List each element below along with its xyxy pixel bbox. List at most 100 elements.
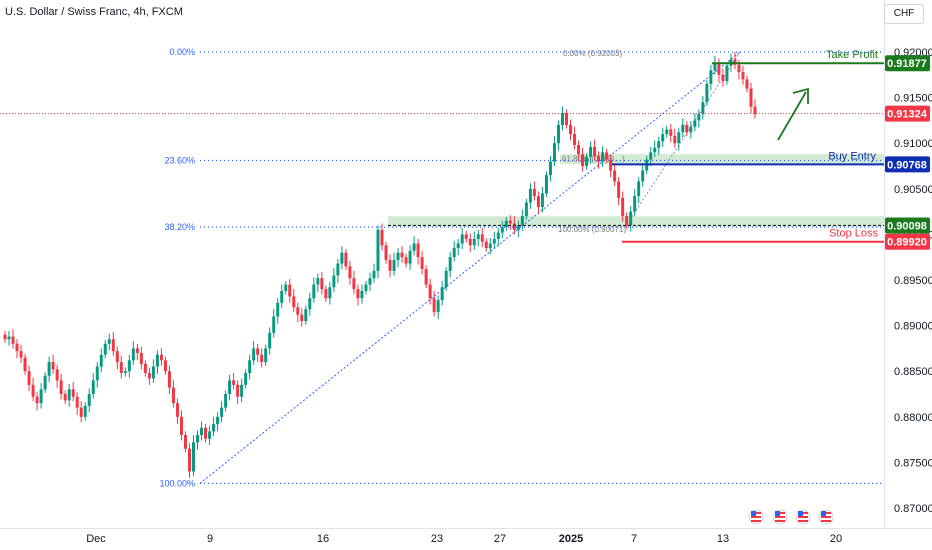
- candle-body: [641, 170, 645, 182]
- candle: [593, 139, 597, 161]
- price-tag-zone: 0.90098: [885, 217, 930, 234]
- candle-body: [532, 188, 536, 197]
- candle-body: [464, 234, 468, 239]
- candle-body: [167, 371, 171, 388]
- candle-body: [360, 290, 364, 299]
- flag-stripe: [775, 520, 785, 522]
- candle: [320, 271, 324, 295]
- candle-body: [179, 416, 183, 436]
- flag-stripe: [821, 520, 831, 522]
- flag-stripe: [751, 516, 761, 518]
- candle: [348, 260, 352, 285]
- y-tick-label: 0.87000: [894, 503, 932, 515]
- candle-body: [264, 348, 268, 363]
- candle: [63, 390, 67, 405]
- fib-pct-label: 38.20%: [164, 222, 195, 232]
- candle: [340, 246, 344, 270]
- candle: [35, 392, 39, 411]
- candle-body: [79, 407, 83, 417]
- candle: [47, 356, 51, 383]
- candle-body: [573, 134, 577, 146]
- candle: [452, 240, 456, 262]
- candle-body: [697, 114, 701, 121]
- candle-body: [657, 141, 661, 148]
- candle-body: [83, 405, 87, 417]
- candle-body: [488, 243, 492, 249]
- candle-body: [296, 307, 300, 315]
- candle-body: [131, 348, 135, 361]
- candle: [212, 416, 216, 436]
- candle: [248, 354, 252, 380]
- candle: [131, 341, 135, 365]
- candle: [192, 435, 196, 477]
- candle: [444, 267, 448, 291]
- candle-body: [496, 232, 500, 239]
- x-tick-label: 16: [317, 533, 329, 545]
- candle: [492, 231, 496, 249]
- time-axis-line: [0, 528, 932, 529]
- candle: [641, 164, 645, 187]
- currency-button[interactable]: CHF: [884, 4, 924, 24]
- candle-body: [368, 278, 372, 285]
- y-tick-label: 0.89000: [894, 321, 932, 333]
- time-axis: Dec 9 16 23 27 2025 7 13 20: [86, 533, 842, 545]
- candle: [436, 295, 440, 320]
- candle-body: [292, 296, 296, 308]
- candle: [749, 83, 753, 114]
- price-tag-value: 0.91877: [887, 58, 927, 70]
- candle: [147, 367, 151, 385]
- candle-body: [376, 229, 380, 271]
- fib-inner-label: 0.00% (0.92003): [563, 49, 622, 58]
- candle: [581, 147, 585, 172]
- candle-body: [208, 431, 212, 439]
- candle-body: [127, 360, 131, 372]
- candle-body: [605, 152, 609, 160]
- candle-body: [256, 348, 260, 355]
- candle: [440, 280, 444, 306]
- candle-body: [284, 284, 288, 291]
- candle-body: [51, 362, 55, 370]
- candle: [328, 281, 332, 305]
- candle-body: [621, 197, 625, 217]
- candle-body: [564, 113, 568, 125]
- candle: [284, 280, 288, 295]
- candle: [175, 398, 179, 425]
- price-tag-bg: [885, 55, 930, 72]
- candle: [476, 229, 480, 247]
- candle-body: [693, 120, 697, 127]
- y-tick-label: 0.87500: [894, 457, 932, 469]
- candle: [388, 254, 392, 278]
- candle: [31, 377, 35, 402]
- candle-body: [304, 309, 308, 322]
- candles: [3, 52, 757, 478]
- candle-body: [384, 245, 388, 260]
- candle: [601, 145, 605, 167]
- candle-body: [19, 351, 23, 358]
- flag-stripe: [798, 516, 808, 518]
- candle-body: [673, 135, 677, 144]
- candle: [256, 343, 260, 363]
- candle-body: [99, 354, 103, 367]
- candle-body: [577, 145, 581, 155]
- candle-body: [412, 243, 416, 251]
- candle: [372, 263, 376, 283]
- candle: [524, 198, 528, 220]
- candle-body: [115, 351, 119, 363]
- candle: [560, 106, 564, 131]
- candle: [272, 309, 276, 338]
- candle: [167, 365, 171, 394]
- candle: [316, 273, 320, 292]
- candle: [288, 279, 292, 303]
- candle: [637, 176, 641, 204]
- candle: [7, 331, 11, 346]
- candle-body: [139, 352, 143, 364]
- flag-canton: [821, 511, 826, 516]
- candle: [697, 109, 701, 128]
- candle-body: [617, 181, 621, 198]
- candle: [19, 344, 23, 363]
- candle-body: [500, 227, 504, 233]
- y-tick-label: 0.88000: [894, 412, 932, 424]
- candle-body: [556, 124, 560, 144]
- candle: [292, 289, 296, 312]
